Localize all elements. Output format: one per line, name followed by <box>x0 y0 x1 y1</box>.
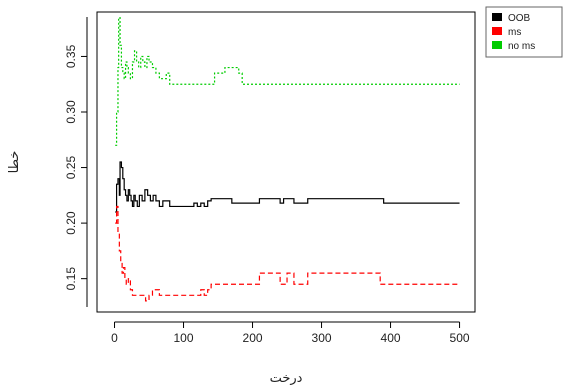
x-axis: 0 100 200 300 400 500 <box>111 321 470 345</box>
y-tick-label: 0.15 <box>64 267 78 291</box>
y-tick-label: 0.35 <box>64 44 78 68</box>
x-tick-label: 200 <box>243 331 263 345</box>
x-tick-label: 100 <box>174 331 194 345</box>
x-axis-title: درخت <box>270 371 303 386</box>
legend: OOB ms no ms <box>485 6 563 58</box>
legend-items: OOB ms no ms <box>492 13 535 52</box>
y-axis-title: خطا <box>7 151 22 174</box>
series-line-ms <box>115 205 460 302</box>
legend-swatch <box>492 41 502 49</box>
series-layer <box>115 16 460 302</box>
legend-label: no ms <box>508 41 535 52</box>
x-tick-label: 500 <box>450 331 470 345</box>
y-tick-label: 0.25 <box>64 156 78 180</box>
x-tick-label: 0 <box>111 331 118 345</box>
legend-swatch <box>492 13 502 21</box>
legend-swatch <box>492 27 502 35</box>
x-tick-label: 300 <box>312 331 332 345</box>
series-line-OOB <box>115 161 460 213</box>
legend-label: OOB <box>508 13 531 24</box>
y-axis: 0.15 0.20 0.25 0.30 0.35 <box>64 17 88 307</box>
x-tick-label: 400 <box>381 331 401 345</box>
y-tick-label: 0.20 <box>64 211 78 235</box>
y-tick-label: 0.30 <box>64 100 78 124</box>
plot-frame <box>96 11 476 313</box>
series-line-no-ms <box>115 16 460 146</box>
legend-label: ms <box>508 27 521 38</box>
